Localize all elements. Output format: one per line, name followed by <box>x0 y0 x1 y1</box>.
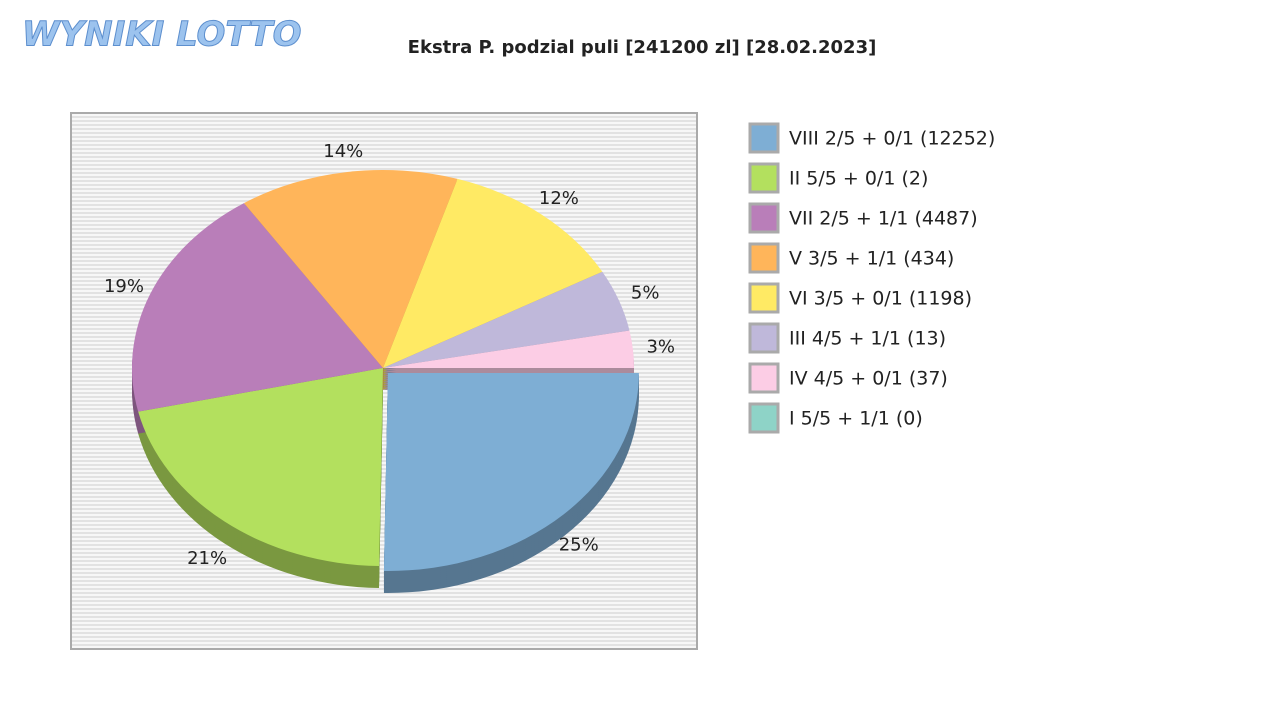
logo: WYNIKI LOTTO <box>22 15 302 55</box>
legend-swatch <box>748 202 780 234</box>
legend-swatch <box>748 362 780 394</box>
legend-swatch <box>748 282 780 314</box>
slice <box>138 368 383 566</box>
slice <box>243 169 458 368</box>
legend-label: V 3/5 + 1/1 (434) <box>789 248 954 270</box>
slice <box>132 203 383 412</box>
slice <box>383 330 634 368</box>
legend-label: I 5/5 + 1/1 (0) <box>789 408 923 430</box>
slice-label: 19% <box>104 276 144 297</box>
slice-label: 3% <box>646 336 675 357</box>
slice-label: 14% <box>323 141 363 162</box>
slice-label: 5% <box>631 282 660 303</box>
legend-swatch <box>748 402 780 434</box>
slice-label: 25% <box>559 534 599 555</box>
slice-label: 12% <box>539 188 579 209</box>
legend-label: VI 3/5 + 0/1 (1198) <box>789 288 972 310</box>
legend-label: III 4/5 + 1/1 (13) <box>789 328 946 350</box>
legend-label: II 5/5 + 0/1 (2) <box>789 168 928 190</box>
legend-swatch <box>748 122 780 154</box>
legend-label: VIII 2/5 + 0/1 (12252) <box>789 128 995 150</box>
slice <box>383 372 639 571</box>
chart-title: Ekstra P. podzial puli [241200 zl] [28.0… <box>408 37 877 58</box>
slice <box>383 271 630 368</box>
legend-swatch <box>748 322 780 354</box>
slice <box>383 178 603 368</box>
slice-label: 21% <box>187 548 227 569</box>
legend-label: IV 4/5 + 0/1 (37) <box>789 368 948 390</box>
legend-swatch <box>748 242 780 274</box>
legend-label: VII 2/5 + 1/1 (4487) <box>789 208 978 230</box>
legend-swatch <box>748 162 780 194</box>
